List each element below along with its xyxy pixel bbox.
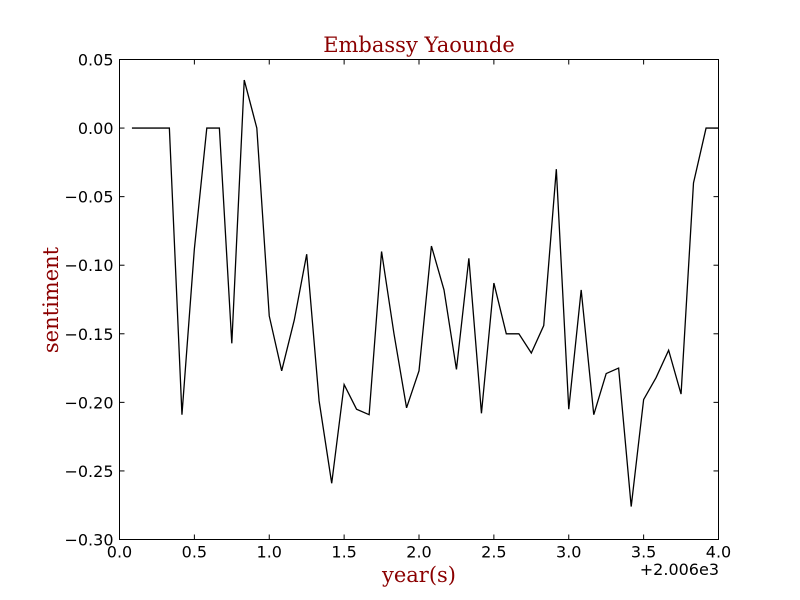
plot-area xyxy=(119,59,719,540)
axis-ticks: 0.0 0.5 1.0 1.5 2.0 2.5 3.0 3.5 4.0 0.05 0.00 −0.05… xyxy=(64,51,731,562)
y-tick-label: 0.00 xyxy=(78,119,114,138)
chart-title: Embassy Yaounde xyxy=(323,33,515,57)
series-line xyxy=(131,79,719,507)
x-tick-label: 4.0 xyxy=(706,543,731,562)
x-tick-label: 1.0 xyxy=(257,543,282,562)
x-tick-label: 2.5 xyxy=(481,543,506,562)
y-tick-label: −0.25 xyxy=(64,462,113,481)
x-offset-label: +2.006e3 xyxy=(640,560,719,579)
x-tick-label: 3.0 xyxy=(556,543,581,562)
x-tick-label: 0.0 xyxy=(107,543,132,562)
x-tick-label: 3.5 xyxy=(631,543,656,562)
y-tick-label: 0.05 xyxy=(78,51,114,70)
y-tick-label: −0.10 xyxy=(64,256,113,275)
x-tick-label: 2.0 xyxy=(406,543,431,562)
x-tick-label: 1.5 xyxy=(331,543,356,562)
y-tick-label: −0.20 xyxy=(64,393,113,412)
y-tick-label: −0.05 xyxy=(64,188,113,207)
y-axis-label: sentiment xyxy=(39,246,63,353)
y-tick-label: −0.15 xyxy=(64,325,113,344)
y-tick-label: −0.30 xyxy=(64,531,113,550)
x-axis-label: year(s) xyxy=(381,563,456,587)
x-tick-label: 0.5 xyxy=(182,543,207,562)
data-line-group xyxy=(131,79,719,507)
